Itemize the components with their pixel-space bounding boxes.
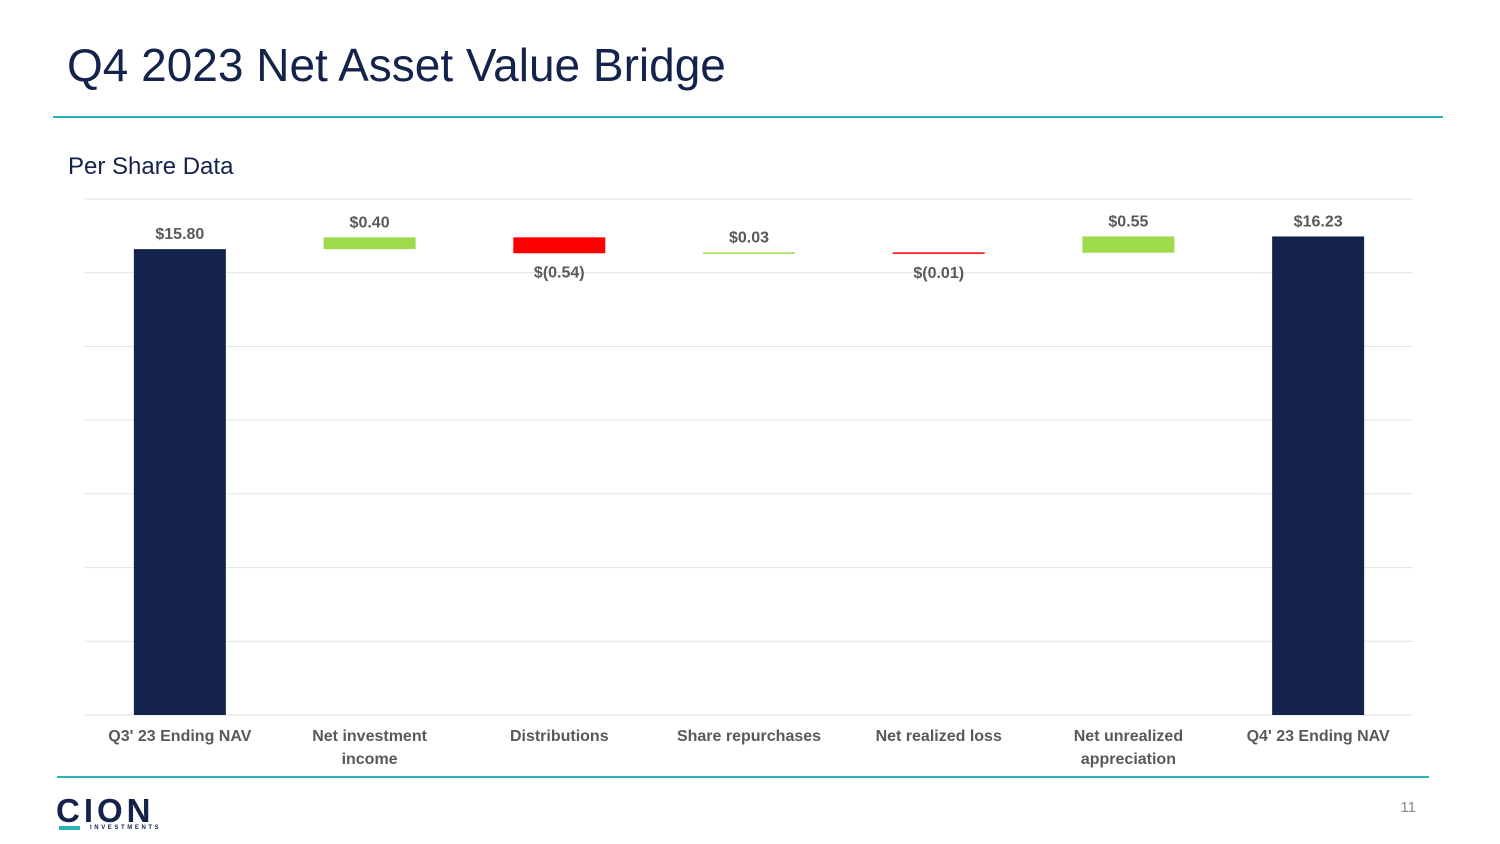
bar-total [1272,236,1365,716]
bar-decrease [513,237,606,254]
data-label: $(0.01) [913,265,964,282]
category-label: Net realized loss [876,728,1002,745]
data-label: $0.40 [350,214,390,231]
data-label: $16.23 [1294,213,1343,230]
logo-wordmark: CION [56,792,155,829]
chart-subtitle: Per Share Data [68,153,234,180]
data-label: $(0.54) [534,264,585,281]
data-label: $0.55 [1108,213,1148,230]
category-labels: Q3' 23 Ending NAV Net investment income Dis… [108,728,1390,768]
data-label: $15.80 [155,226,204,243]
category-label: Distributions [510,728,609,745]
data-labels: $15.80 $0.40 $(0.54) $0.03 $(0.01) $0.55 $16.2… [155,213,1342,281]
nav-bridge-chart: $15.80 $0.40 $(0.54) $0.03 $(0.01) $0.55 $16.2… [85,198,1413,768]
category-label: Share repurchases [677,728,821,745]
bar-increase [703,252,795,254]
bar-decrease [892,252,985,254]
category-label: Q3' 23 Ending NAV [108,728,251,745]
bars [133,236,1365,716]
category-label: Net unrealized [1074,728,1183,745]
bar-total [133,249,226,715]
page-number: 11 [1400,799,1416,816]
gridlines [85,198,1413,716]
title-divider [53,116,1443,118]
page-title: Q4 2023 Net Asset Value Bridge [67,39,726,91]
bar-increase [1082,236,1175,253]
category-label: Net investment [312,728,427,745]
logo-tagline: INVESTMENTS [90,825,162,831]
bar-increase [323,237,416,250]
footer-divider [57,776,1429,778]
data-label: $0.03 [729,229,769,246]
category-label: income [342,751,398,768]
cion-logo: CION INVESTMENTS [56,794,166,834]
category-label: appreciation [1081,751,1176,768]
logo-accent-bar [59,826,80,830]
category-label: Q4' 23 Ending NAV [1247,728,1390,745]
